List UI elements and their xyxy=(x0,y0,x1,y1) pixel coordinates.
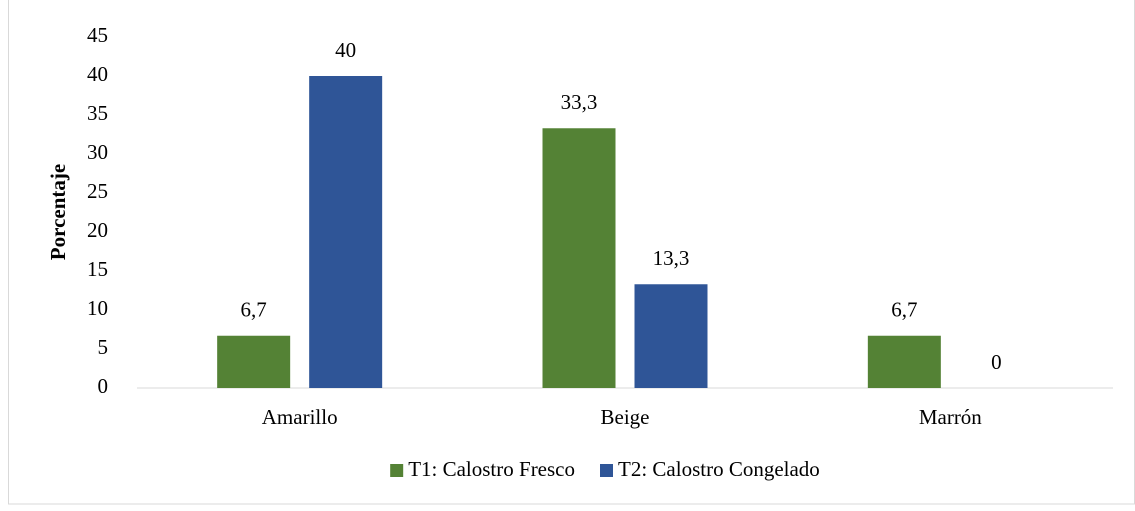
y-tick-label: 45 xyxy=(87,23,108,47)
y-tick-label: 5 xyxy=(98,335,109,359)
legend-swatch xyxy=(600,464,613,477)
y-tick-label: 0 xyxy=(98,374,109,398)
x-tick-label: Amarillo xyxy=(262,405,338,429)
legend-swatch xyxy=(390,464,404,477)
y-tick-label: 20 xyxy=(87,218,108,242)
value-label: 6,7 xyxy=(241,298,267,322)
y-tick-label: 15 xyxy=(87,257,108,281)
y-tick-label: 40 xyxy=(87,62,108,86)
y-tick-label: 10 xyxy=(87,296,108,320)
bar xyxy=(542,128,616,388)
bar xyxy=(634,284,708,388)
y-tick-label: 30 xyxy=(87,140,108,164)
y-tick-label: 35 xyxy=(87,101,108,125)
y-tick-label: 25 xyxy=(87,179,108,203)
legend-label: T2: Calostro Congelado xyxy=(618,457,820,481)
value-label: 0 xyxy=(991,350,1002,374)
y-axis-label: Porcentaje xyxy=(46,164,70,260)
x-tick-label: Beige xyxy=(601,405,650,429)
value-label: 13,3 xyxy=(653,246,690,270)
bar xyxy=(867,335,941,388)
bar xyxy=(309,76,383,388)
legend-label: T1: Calostro Fresco xyxy=(408,457,575,481)
x-tick-label: Marrón xyxy=(919,405,982,429)
value-label: 6,7 xyxy=(891,298,917,322)
value-label: 33,3 xyxy=(561,90,598,114)
bar xyxy=(217,335,291,388)
value-label: 40 xyxy=(335,38,356,62)
